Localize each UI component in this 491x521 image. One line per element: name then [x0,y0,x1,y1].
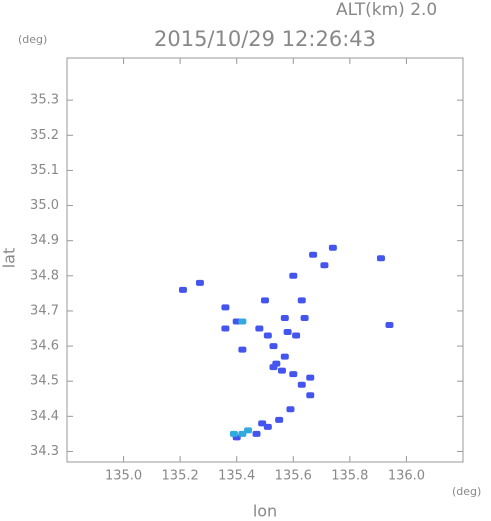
y-tick-label: 34.5 [30,374,59,389]
echo [238,346,247,353]
echo [195,279,204,286]
y-tick-label: 34.6 [30,339,59,354]
echo [280,314,289,321]
x-axis-label: lon [253,502,277,521]
echo [221,325,230,332]
echo [320,262,329,269]
y-tick-label: 34.7 [30,303,59,318]
y-tick-label: 35.3 [30,93,59,108]
y-axis-label: lat [0,248,19,269]
echo [306,392,315,399]
echo [297,297,306,304]
echo [178,286,187,293]
echo [244,427,253,434]
echo [283,329,292,336]
echo [292,332,301,339]
echo [289,371,298,378]
x-tick-label: 136.0 [388,469,425,484]
echo [252,430,261,437]
echo [261,297,269,304]
y-tick-label: 35.2 [30,128,59,143]
y-tick-label: 35.0 [30,198,59,213]
echo [297,381,306,388]
subtitle: ALT(km) 2.0 [336,0,437,20]
x-tick-label: 135.0 [105,469,142,484]
y-tick-label: 34.9 [30,233,59,248]
y-tick-label: 35.1 [30,163,59,178]
chart-title: 2015/10/29 12:26:43 [154,27,376,51]
echo [269,343,278,350]
echo [255,325,264,332]
echo [229,430,238,437]
echo [300,314,309,321]
echo [306,374,315,381]
x-tick-label: 135.6 [275,469,312,484]
echo [221,304,230,311]
echo [238,318,247,325]
echo [286,406,295,413]
echo [280,353,289,360]
y-unit: (deg) [18,33,47,46]
y-tick-label: 34.8 [30,268,59,283]
echo [376,255,385,262]
echo [275,416,284,423]
echo [385,321,394,328]
x-tick-label: 135.4 [218,469,255,484]
echo [263,332,272,339]
echo [289,272,298,279]
plot-frame [66,57,464,463]
echo [309,251,318,258]
echo [258,420,267,427]
echo [269,364,278,371]
x-tick-label: 135.8 [331,469,368,484]
y-tick-label: 34.4 [30,409,59,424]
y-tick-label: 34.3 [30,444,59,459]
x-unit: (deg) [452,485,481,498]
x-tick-label: 135.2 [162,469,199,484]
echo [328,244,337,251]
echo [277,367,286,374]
